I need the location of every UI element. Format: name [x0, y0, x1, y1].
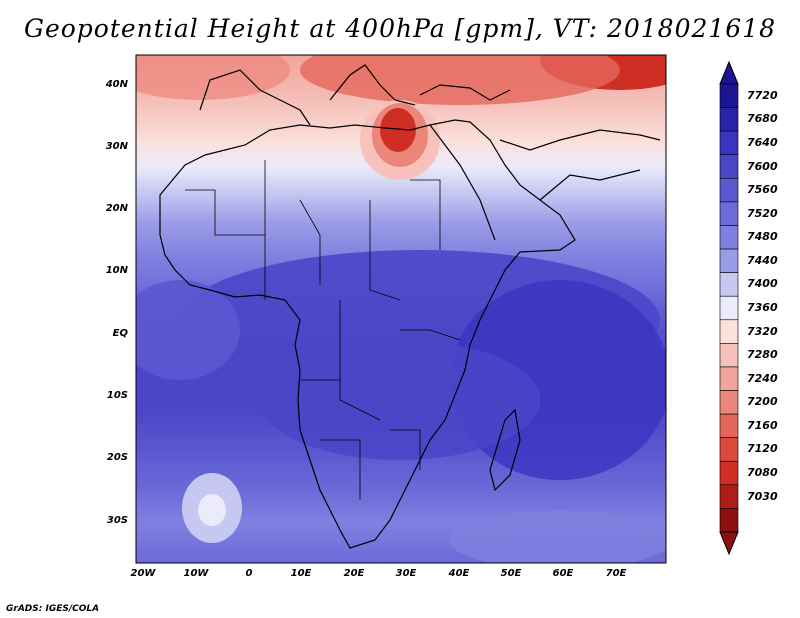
lon-label: 40E: [448, 568, 470, 579]
borders: [185, 160, 461, 500]
colorbar-swatch: [719, 130, 739, 156]
colorbar-level-label: 7280: [747, 348, 778, 362]
colorbar-swatch: [719, 437, 739, 462]
colorbar-level-label: 7720: [747, 88, 778, 102]
colorbar-level-label: 7160: [747, 418, 778, 432]
colorbar-swatch: [719, 107, 739, 132]
colorbar-swatch: [719, 460, 739, 486]
colorbar-swatch: [719, 295, 739, 321]
colorbar-swatch: [719, 83, 739, 108]
lon-label: 20E: [343, 568, 365, 579]
colorbar-level-label: 7240: [747, 371, 778, 385]
colorbar: [719, 60, 739, 556]
height-field: [136, 55, 666, 563]
coastlines: [159, 64, 661, 549]
colorbar-swatch: [719, 390, 739, 415]
lat-label: 20N: [105, 203, 128, 214]
colorbar-level-label: 7080: [747, 466, 778, 480]
lon-label: 0: [245, 568, 253, 579]
lat-label: 30N: [105, 141, 128, 152]
colorbar-level-label: 7440: [747, 253, 778, 267]
colorbar-level-label: 7120: [747, 442, 778, 456]
colorbar-level-label: 7320: [747, 324, 778, 338]
lon-label: 10W: [183, 568, 209, 579]
colorbar-level-label: 7030: [747, 489, 778, 503]
lat-label: 30S: [106, 515, 128, 526]
colorbar-swatch: [719, 178, 739, 203]
lat-label: 20S: [106, 452, 128, 463]
colorbar-level-label: 7680: [747, 112, 778, 126]
lon-label: 60E: [552, 568, 574, 579]
map-title: Geopotential Height at 400hPa [gpm], VT:…: [23, 14, 777, 43]
lon-label: 10E: [290, 568, 312, 579]
colorbar-level-label: 7600: [747, 159, 778, 173]
colorbar-swatch: [719, 366, 739, 391]
colorbar-swatch: [719, 413, 739, 438]
colorbar-level-label: 7360: [747, 301, 778, 314]
colorbar-swatch: [719, 272, 739, 297]
lon-label: 50E: [500, 568, 522, 579]
lat-label: 10N: [105, 265, 128, 276]
colorbar-level-label: 7480: [747, 230, 778, 244]
colorbar-swatch: [719, 508, 739, 533]
colorbar-swatch: [719, 319, 739, 344]
lat-label: 40N: [105, 79, 128, 90]
colorbar-top-arrow: [719, 60, 739, 85]
lon-label: 70E: [605, 568, 627, 579]
colorbar-level-label: 7520: [747, 206, 778, 220]
lon-label: 20W: [130, 568, 156, 579]
lon-label: 30E: [395, 568, 417, 579]
colorbar-swatch: [719, 343, 739, 368]
credit-text: GrADS: IGES/COLA: [6, 604, 100, 614]
colorbar-swatch: [719, 225, 739, 250]
colorbar-level-label: 7560: [747, 183, 778, 197]
lat-label: EQ: [112, 328, 128, 339]
colorbar-level-label: 7200: [747, 395, 778, 409]
colorbar-swatch: [719, 248, 739, 273]
colorbar-bottom-arrow: [719, 531, 739, 556]
colorbar-level-label: 7640: [747, 135, 778, 149]
colorbar-swatch: [719, 201, 739, 226]
lat-label: 10S: [106, 390, 128, 401]
colorbar-level-label: 7400: [747, 277, 778, 291]
colorbar-swatch: [719, 154, 739, 179]
colorbar-swatch: [719, 484, 739, 509]
